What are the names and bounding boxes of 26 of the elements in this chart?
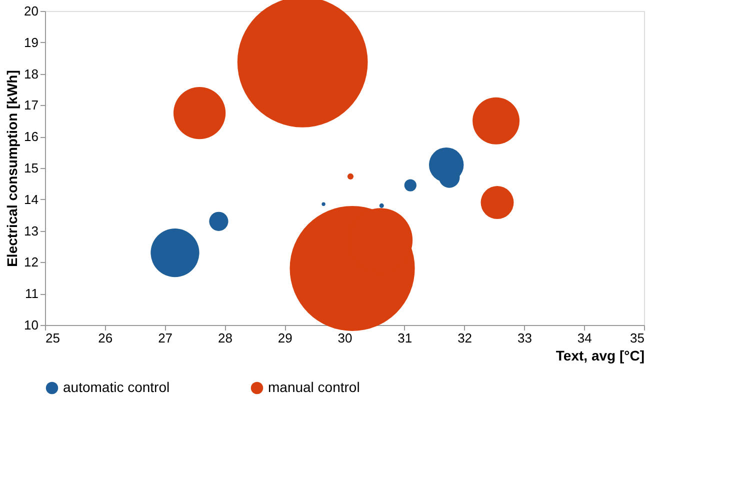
x-tick-label: 29 <box>278 330 292 346</box>
x-axis-title: Text, avg [°C] <box>556 348 644 364</box>
y-tick-label: 16 <box>24 129 38 144</box>
y-tick-label: 15 <box>24 160 38 176</box>
x-tick-label: 32 <box>458 330 472 346</box>
y-tick-label: 10 <box>24 318 38 332</box>
legend-label: manual control <box>268 379 360 395</box>
y-tick-label: 19 <box>24 34 38 50</box>
y-axis-title: Electrical consumption [kWh] <box>4 70 20 267</box>
x-tick-label: 27 <box>158 330 173 346</box>
x-tick-label: 35 <box>630 330 644 346</box>
y-tick-label: 13 <box>24 223 38 238</box>
x-tick-label: 31 <box>398 330 412 346</box>
x-tick-label: 33 <box>517 330 532 346</box>
y-tick-label: 11 <box>25 286 38 302</box>
x-tick-label: 25 <box>46 330 60 346</box>
y-tick-label: 20 <box>24 4 38 18</box>
y-tick-label: 17 <box>24 98 38 113</box>
x-tick-label: 34 <box>577 330 592 346</box>
x-tick-label: 28 <box>218 330 232 346</box>
x-tick-label: 26 <box>98 330 113 346</box>
legend-label: automatic control <box>63 379 170 395</box>
y-tick-label: 18 <box>24 66 38 82</box>
x-tick-label: 30 <box>338 330 352 346</box>
y-tick-label: 12 <box>24 254 38 270</box>
y-tick-label: 14 <box>24 192 38 207</box>
